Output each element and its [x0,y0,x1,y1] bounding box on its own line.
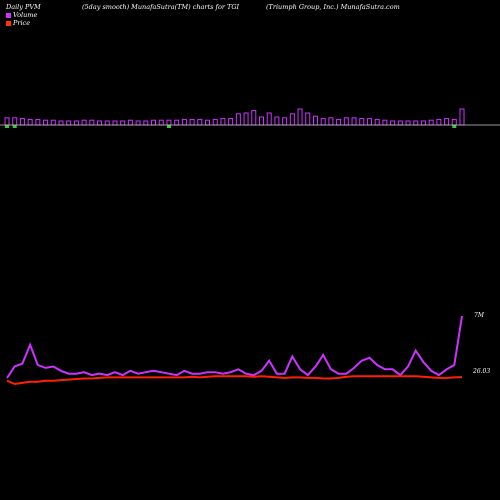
volume-bar [66,120,72,126]
volume-bar [4,117,10,126]
volume-bar [97,120,103,126]
legend-price-label: Price [13,19,31,27]
volume-bar [81,119,87,126]
volume-line [6,315,463,379]
volume-bar [328,117,334,126]
volume-bar [27,118,33,126]
company-name: (Triumph Group, Inc.) MunafaSutra.com [266,3,400,11]
volume-bar [297,108,303,126]
volume-bar [158,119,164,126]
volume-bar [436,118,442,126]
volume-swatch [6,12,11,18]
volume-bar [274,116,280,126]
volume-bar [359,118,365,126]
volume-bar [305,112,311,126]
volume-bar [12,117,18,126]
volume-bar [120,120,126,126]
volume-bar [104,120,110,126]
legend-price: Price [6,19,30,27]
volume-down-bar [166,125,171,128]
volume-bar [220,118,226,126]
volume-bar [336,118,342,126]
volume-bar [366,118,372,126]
volume-bar [135,120,141,126]
volume-bar [405,120,411,126]
volume-bar [451,118,457,126]
volume-bar [112,120,118,126]
volume-bar [181,118,187,126]
volume-bar [374,118,380,126]
volume-bar [50,119,56,126]
volume-bar [143,120,149,126]
volume-bar [151,119,157,126]
volume-bar [459,108,465,126]
volume-bar [205,119,211,126]
legend-volume-label: Volume [13,11,38,19]
volume-bar [289,113,295,126]
volume-bar [127,119,133,126]
volume-bar [282,117,288,126]
volume-bar [444,118,450,126]
volume-bar [19,118,25,126]
volume-bar [89,119,95,126]
volume-bar [420,120,426,126]
volume-bar [43,119,49,126]
volume-bar [166,119,172,126]
volume-bar [382,119,388,126]
volume-bar [251,110,257,126]
volume-bar [73,120,79,126]
volume-bar [228,118,234,126]
volume-bar [197,118,203,126]
legend-volume: Volume [6,11,37,19]
volume-bar [58,120,64,126]
volume-bar [413,120,419,126]
volume-bar [212,118,218,126]
chart-title: (5day smooth) MunafaSutra(TM) charts for… [82,3,240,11]
volume-bar [189,118,195,126]
volume-bar [312,115,318,126]
volume-down-bar [5,125,9,128]
volume-bar [258,116,264,126]
price-end-label: 26.03 [473,368,491,375]
volume-bar [235,113,241,126]
volume-bar [397,120,403,126]
volume-end-label: 7M [474,312,484,319]
price-line [6,375,463,386]
volume-down-bar [12,125,17,128]
volume-down-bar [452,125,457,128]
price-swatch [6,20,11,26]
volume-bar [320,118,326,126]
volume-bar [351,117,357,126]
volume-bar [390,120,396,126]
volume-bar [343,117,349,126]
volume-bar [35,118,41,126]
volume-bar [428,119,434,126]
volume-bar [266,112,272,126]
chart-type-label: Daily PVM [6,3,41,11]
volume-bar [174,119,180,126]
volume-bar [243,112,249,126]
